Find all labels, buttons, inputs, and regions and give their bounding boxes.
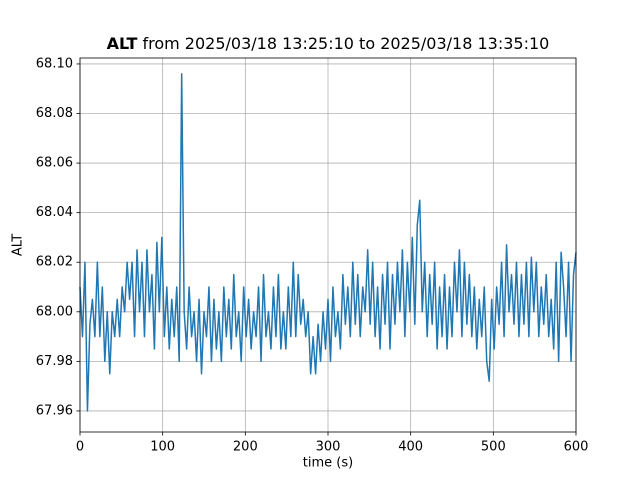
chart-title: ALT from 2025/03/18 13:25:10 to 2025/03/1… [107, 34, 550, 53]
y-tick-label: 68.06 [36, 156, 73, 171]
y-tick-label: 67.96 [36, 403, 73, 418]
x-tick-label: 400 [398, 440, 423, 455]
x-tick-label: 300 [316, 440, 341, 455]
x-tick-label: 200 [233, 440, 258, 455]
y-tick-label: 68.04 [36, 205, 73, 220]
data-line [79, 73, 577, 412]
x-tick-label: 100 [150, 440, 175, 455]
title-range: from 2025/03/18 13:25:10 to 2025/03/18 1… [142, 34, 549, 53]
y-axis-label: ALT [11, 234, 26, 256]
y-tick-label: 67.98 [36, 354, 73, 369]
x-tick-label: 0 [76, 440, 84, 455]
plot [79, 73, 577, 412]
y-tick-label: 68.08 [36, 106, 73, 121]
ticks: 0 100 200 300 400 500 600 67.96 67.98 68.00 68.02 6… [36, 56, 589, 454]
y-tick-label: 68.10 [36, 56, 73, 71]
title-variable: ALT [107, 34, 138, 53]
x-tick-label: 600 [564, 440, 589, 455]
y-tick-label: 68.00 [36, 304, 73, 319]
x-tick-label: 500 [481, 440, 506, 455]
x-axis-label: time (s) [303, 456, 353, 471]
y-tick-label: 68.02 [36, 255, 73, 270]
